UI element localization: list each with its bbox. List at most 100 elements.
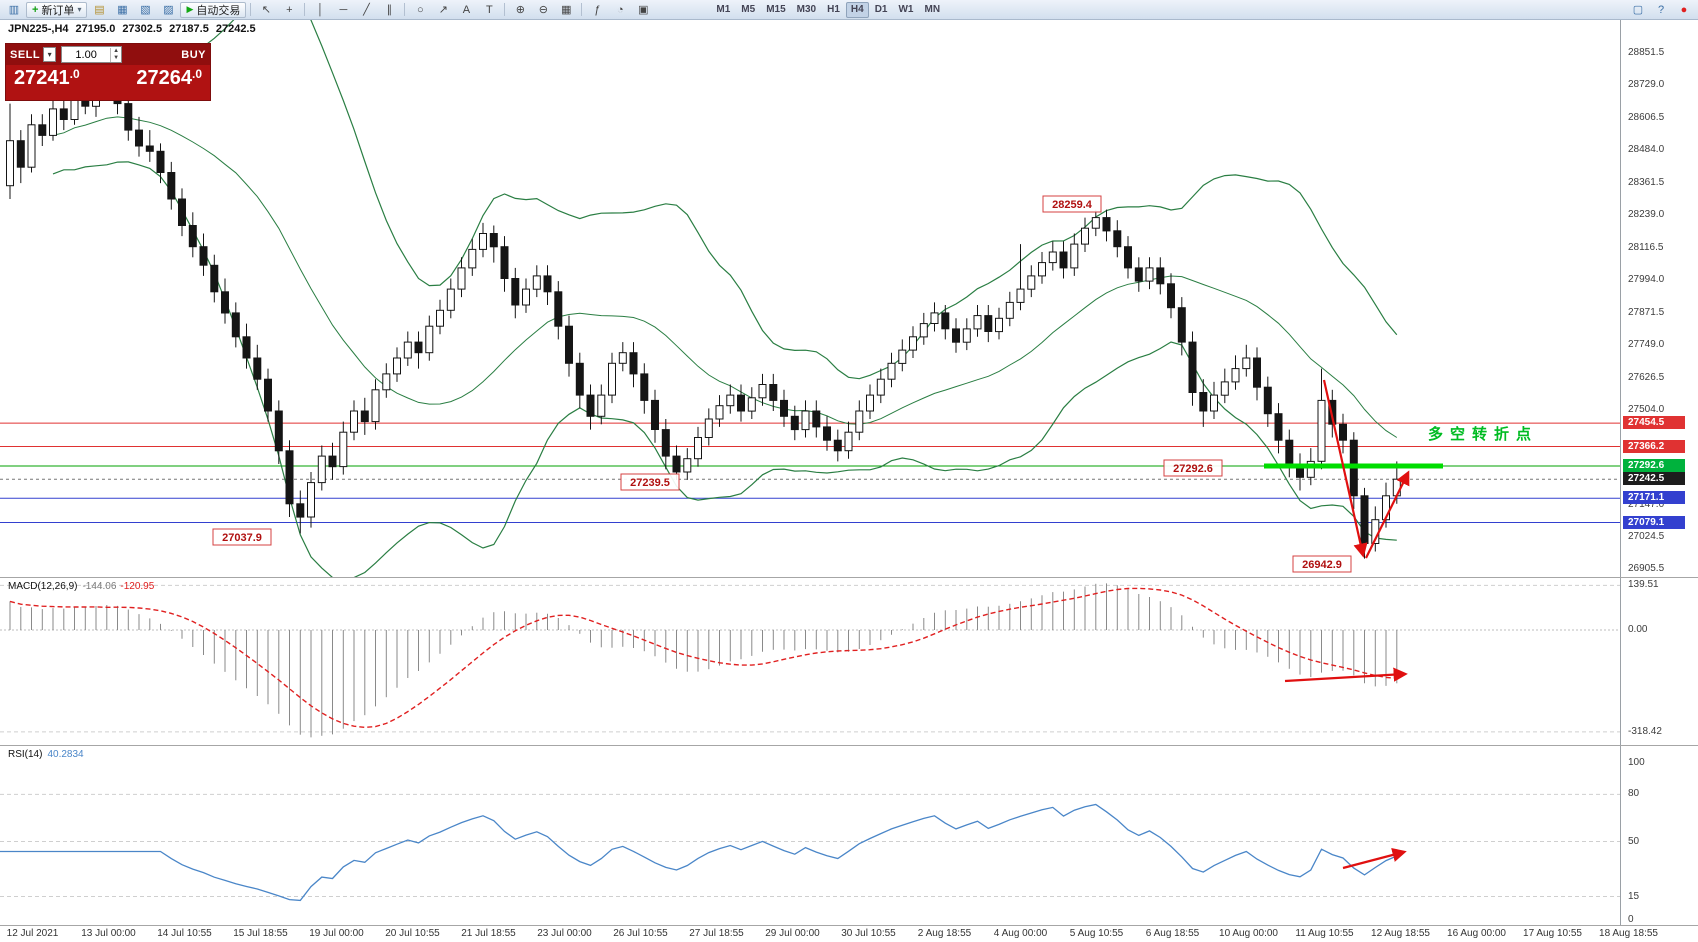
price-badge-green: 27292.6 (1623, 459, 1685, 472)
toolbar-windows-group: ▤ ▦ ▧ ▨ (88, 1, 179, 19)
macd-canvas[interactable] (0, 578, 1620, 746)
new-order-label: 新订单 (41, 4, 75, 17)
text-icon[interactable]: A (462, 3, 471, 16)
volume-spinner[interactable]: ▲ ▼ (110, 47, 121, 62)
timeframe-w1[interactable]: W1 (898, 3, 914, 15)
market-watch-icon[interactable]: ▤ (94, 4, 105, 16)
time-axis[interactable]: 12 Jul 2021 13 Jul 00:00 14 Jul 10:55 15 Ju… (0, 926, 1698, 942)
spinner-down-icon[interactable]: ▼ (113, 54, 120, 61)
rsi-indicator-label: RSI(14) 40.2834 (8, 749, 84, 760)
price-axis-label: 28116.5 (1628, 241, 1664, 253)
label-icon[interactable]: T (486, 3, 493, 16)
volume-input[interactable] (62, 47, 111, 62)
toolbar-separator (304, 3, 306, 16)
timeframe-mn[interactable]: MN (924, 3, 941, 15)
spinner-up-icon[interactable]: ▲ (113, 47, 120, 54)
time-axis-label: 21 Jul 18:55 (461, 928, 516, 939)
timeframe-h1[interactable]: H1 (827, 3, 840, 15)
buy-price[interactable]: 27264.0 (136, 67, 202, 89)
svg-text:27292.6: 27292.6 (1173, 463, 1213, 475)
timeframe-m15[interactable]: M15 (766, 3, 786, 15)
rsi-title: RSI(14) (8, 749, 43, 760)
panel-separator[interactable] (0, 745, 1698, 746)
equidistant-channel-icon[interactable]: ∥ (386, 4, 393, 16)
rsi-axis-label: 0 (1628, 914, 1634, 925)
price-axis-label: 27504.0 (1628, 403, 1665, 415)
toolbar-separator (404, 3, 406, 16)
auto-trading-button[interactable]: ▶ 自动交易 (180, 1, 247, 18)
time-axis-label: 15 Jul 18:55 (233, 928, 288, 939)
sell-button[interactable]: SELL (10, 48, 41, 61)
auto-trading-label: 自动交易 (196, 4, 241, 17)
svg-text:27239.5: 27239.5 (630, 477, 670, 489)
price-axis-label: 27871.5 (1628, 306, 1665, 318)
symbol-period: JPN225-,H4 (8, 23, 69, 35)
macd-title: MACD(12,26,9) (8, 581, 78, 592)
tile-windows-icon[interactable]: ▦ (561, 4, 572, 16)
trendline-icon[interactable]: ╱ (363, 4, 370, 16)
time-axis-label: 10 Aug 00:00 (1219, 928, 1278, 939)
time-axis-label: 26 Jul 10:55 (613, 928, 668, 939)
price-axis-label: 27749.0 (1628, 339, 1665, 350)
new-chart-icon[interactable]: ▥ (8, 4, 20, 16)
timeframe-d1[interactable]: D1 (874, 3, 888, 15)
time-axis-label: 20 Jul 10:55 (385, 928, 440, 939)
time-axis-label: 30 Jul 10:55 (841, 928, 896, 939)
panel-separator[interactable] (0, 577, 1698, 578)
timeframe-h4[interactable]: H4 (845, 1, 869, 18)
time-axis-label: 27 Jul 18:55 (689, 928, 744, 939)
periods-icon[interactable]: ◔ (617, 3, 624, 16)
zoom-out-icon[interactable]: ⊖ (538, 4, 548, 16)
shapes-icon[interactable]: ○ (417, 3, 424, 16)
timeframe-m1[interactable]: M1 (716, 3, 731, 15)
timeframe-m5[interactable]: M5 (741, 3, 756, 15)
indicators-icon[interactable]: ƒ (594, 3, 601, 16)
svg-text:27037.9: 27037.9 (222, 532, 262, 544)
svg-text:26942.9: 26942.9 (1302, 559, 1342, 571)
time-axis-label: 14 Jul 10:55 (157, 928, 212, 939)
price-axis-label: 28484.0 (1628, 144, 1665, 156)
templates-icon[interactable]: ▣ (638, 4, 649, 16)
time-axis-label: 11 Aug 10:55 (1295, 928, 1354, 939)
arrow-tool-icon[interactable]: ↗ (438, 4, 448, 16)
docking-icon[interactable]: ▢ (1632, 4, 1644, 16)
news-icon[interactable]: ● (1680, 3, 1688, 16)
timeframe-m30[interactable]: M30 (796, 3, 817, 15)
trade-panel-price-row: 27241.0 27264.0 (6, 65, 210, 90)
help-icon[interactable]: ? (1657, 3, 1665, 16)
price-chart-canvas[interactable]: 28259.4 27292.6 27239.5 27037.9 26942.9 多空转折点 (0, 18, 1620, 578)
chart-ohlc-header: JPN225-,H4 27195.0 27302.5 27187.5 27242.5 (8, 23, 263, 35)
time-axis-label: 18 Aug 18:55 (1599, 928, 1658, 939)
trade-panel-top-row: SELL ▾ ▲▼ BUY (6, 44, 210, 65)
new-order-button[interactable]: + 新订单 ▾ (26, 1, 88, 18)
zoom-in-icon[interactable]: ⊕ (515, 4, 525, 16)
macd-indicator-label: MACD(12,26,9) -144.06 -120.95 (8, 581, 154, 592)
buy-button[interactable]: BUY (181, 48, 206, 61)
price-axis[interactable]: 28851.5 28729.0 28606.5 28484.0 28361.5 28239… (1620, 0, 1698, 942)
rsi-canvas[interactable] (0, 746, 1620, 926)
time-axis-label: 29 Jul 00:00 (765, 928, 820, 939)
cursor-icon[interactable]: ↖ (261, 4, 271, 16)
navigator-icon[interactable]: ▧ (140, 4, 151, 16)
price-axis-label: 27994.0 (1628, 274, 1665, 286)
one-click-trading-panel: SELL ▾ ▲▼ BUY 27241.0 27264.0 (5, 43, 211, 101)
price-axis-label: 28239.0 (1628, 209, 1665, 221)
vertical-line-icon[interactable]: │ (316, 3, 324, 16)
data-window-icon[interactable]: ▦ (117, 4, 128, 16)
toolbar-separator (250, 3, 252, 16)
time-axis-label: 12 Aug 18:55 (1371, 928, 1430, 939)
terminal-icon[interactable]: ▨ (163, 4, 174, 16)
sell-price[interactable]: 27241.0 (14, 67, 80, 89)
horizontal-line-icon[interactable]: ─ (339, 3, 348, 16)
price-axis-label: 28606.5 (1628, 111, 1665, 123)
time-axis-label: 5 Aug 10:55 (1069, 928, 1124, 939)
rsi-axis-label: 80 (1628, 788, 1640, 800)
toolbar-right-group: ▢? ● (1627, 1, 1695, 19)
time-axis-label: 6 Aug 18:55 (1145, 928, 1200, 939)
crosshair-icon[interactable]: + (286, 3, 293, 16)
macd-main-value: -144.06 (82, 581, 117, 592)
price-badge-blue: 27079.1 (1623, 515, 1685, 529)
price-axis-label: 26905.5 (1628, 562, 1665, 574)
order-type-dropdown[interactable]: ▾ (43, 47, 57, 62)
